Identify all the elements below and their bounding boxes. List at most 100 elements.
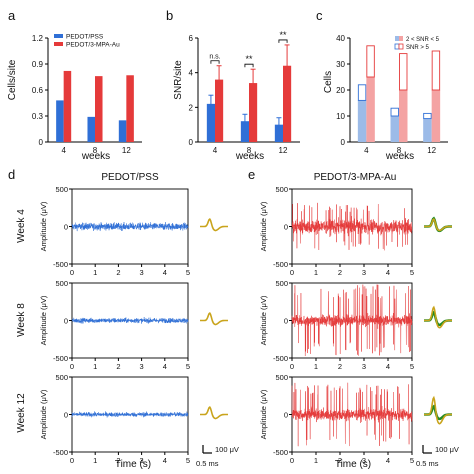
- x-tick-label-d: 2: [116, 456, 120, 465]
- x-tick-label-a: 8: [93, 146, 98, 155]
- y-tick-label-e: -500: [273, 448, 288, 457]
- y-tick-label-d: 0: [64, 317, 68, 326]
- trace-d: [71, 316, 189, 324]
- legend-swatch-pedot-mpa: [54, 42, 63, 46]
- legend-label-pedot-mpa: PEDOT/3-MPA-Au: [66, 42, 120, 49]
- scale-bar-voltage: 100 μV: [215, 445, 239, 454]
- y-tick-label-e: 0: [284, 223, 288, 232]
- panel-c-ylabel: Cells: [323, 71, 334, 93]
- x-tick-label-d: 0: [70, 456, 74, 465]
- panel-label-b: b: [166, 8, 173, 23]
- bar-a: [63, 70, 72, 142]
- trace-d: [71, 222, 189, 232]
- bar-high-snr: [423, 112, 432, 120]
- x-tick-label-d: 5: [186, 362, 190, 371]
- x-tick-label-d: 2: [116, 362, 120, 371]
- ylabel-e: Amplitude (μV): [259, 389, 268, 439]
- waveform-gold-e: [424, 305, 452, 329]
- bar-b: [215, 79, 224, 142]
- x-tick-label-d: 3: [140, 362, 144, 371]
- y-tick-label-b: 4: [189, 69, 194, 78]
- x-tick-label-c: 12: [427, 146, 436, 155]
- bar-a: [118, 120, 127, 142]
- bar-high-snr: [390, 107, 399, 117]
- panel-a-ylabel: Cells/site: [7, 59, 18, 100]
- x-tick-label-a: 4: [61, 146, 66, 155]
- x-tick-label-e: 2: [338, 268, 342, 277]
- significance-label: **: [279, 30, 287, 40]
- y-tick-label-a: 0.9: [32, 60, 44, 69]
- bar-low-snr: [357, 100, 367, 142]
- row-label-week-12: Week 12: [16, 393, 27, 433]
- row-label-week-4: Week 4: [16, 209, 27, 243]
- bar-a: [126, 75, 134, 142]
- bar-low-snr: [390, 116, 399, 142]
- bar-a: [56, 100, 64, 142]
- y-tick-label-c: 10: [336, 112, 345, 121]
- y-tick-label-d: 0: [64, 411, 68, 420]
- x-tick-label-d: 4: [163, 456, 167, 465]
- significance-label: n.s.: [209, 54, 220, 61]
- x-tick-label-e: 3: [362, 456, 366, 465]
- waveform-gold-d: [200, 312, 228, 326]
- significance-bracket: [278, 39, 288, 43]
- bar-high-snr: [399, 53, 408, 91]
- legend-swatch-high-snr-blue: [394, 43, 400, 50]
- y-tick-label-c: 40: [336, 34, 345, 43]
- panel-c-chart: Cells weeks 2 < SNR < 5 SNR > 5: [323, 36, 440, 162]
- panel-b-ylabel: SNR/site: [173, 60, 184, 100]
- x-tick-label-c: 8: [397, 146, 402, 155]
- significance-bracket: [210, 60, 220, 64]
- panel-a-legend: PEDOT/PSS PEDOT/3-MPA-Au: [54, 34, 120, 49]
- bar-b: [240, 121, 249, 142]
- scale-bar-time: 0.5 ms: [196, 459, 219, 468]
- panel-label-e: e: [248, 167, 255, 182]
- x-tick-label-e: 5: [410, 268, 414, 277]
- y-tick-label-d: -500: [53, 260, 68, 269]
- x-tick-label-d: 3: [140, 268, 144, 277]
- bar-b: [249, 83, 258, 142]
- x-tick-label-e: 5: [410, 362, 414, 371]
- x-tick-label-e: 0: [290, 268, 294, 277]
- y-tick-label-b: 6: [189, 34, 194, 43]
- legend-swatch-low-snr-blue: [395, 36, 399, 41]
- bar-high-snr: [357, 84, 367, 101]
- panel-d-xlabel: Time (s): [115, 459, 151, 470]
- x-tick-label-d: 3: [140, 456, 144, 465]
- y-tick-label-a: 0.6: [32, 86, 44, 95]
- y-tick-label-a: 0.3: [32, 112, 44, 121]
- waveform-green-e: [424, 404, 452, 421]
- x-tick-label-d: 0: [70, 268, 74, 277]
- ylabel-d: Amplitude (μV): [39, 389, 48, 439]
- waveform-green-e: [424, 310, 452, 327]
- trace-e: [291, 382, 413, 447]
- panel-a-chart: Cells/site weeks PEDOT/PSS PEDOT/3-MPA-A…: [7, 34, 120, 163]
- y-tick-label-e: 0: [284, 411, 288, 420]
- x-tick-label-d: 4: [163, 268, 167, 277]
- x-tick-label-e: 2: [338, 362, 342, 371]
- bar-low-snr: [366, 77, 375, 142]
- x-tick-label-e: 0: [290, 362, 294, 371]
- waveform-gold-d: [200, 218, 228, 232]
- y-tick-label-d: -500: [53, 448, 68, 457]
- y-tick-label-c: 30: [336, 60, 345, 69]
- x-tick-label-d: 2: [116, 268, 120, 277]
- y-tick-label-a: 1.2: [32, 34, 44, 43]
- legend-swatch-high-snr-red: [398, 43, 404, 50]
- bar-high-snr: [431, 50, 441, 91]
- panel-b-chart: SNR/site weeks: [173, 60, 264, 162]
- y-tick-label-c: 20: [336, 86, 345, 95]
- legend-label-low-snr: 2 < SNR < 5: [406, 37, 440, 43]
- significance-label: **: [245, 54, 253, 64]
- y-tick-label-d: 500: [55, 185, 68, 194]
- panel-e-xlabel: Time (s): [335, 459, 371, 470]
- bar-low-snr: [423, 118, 432, 142]
- x-tick-label-e: 3: [362, 362, 366, 371]
- panel-d-title: PEDOT/PSS: [101, 172, 159, 183]
- y-tick-label-a: 0: [39, 138, 44, 147]
- x-tick-label-c: 4: [364, 146, 369, 155]
- bar-b: [283, 65, 292, 142]
- bar-low-snr: [431, 90, 441, 142]
- bar-low-snr: [399, 90, 408, 142]
- x-tick-label-e: 1: [314, 268, 318, 277]
